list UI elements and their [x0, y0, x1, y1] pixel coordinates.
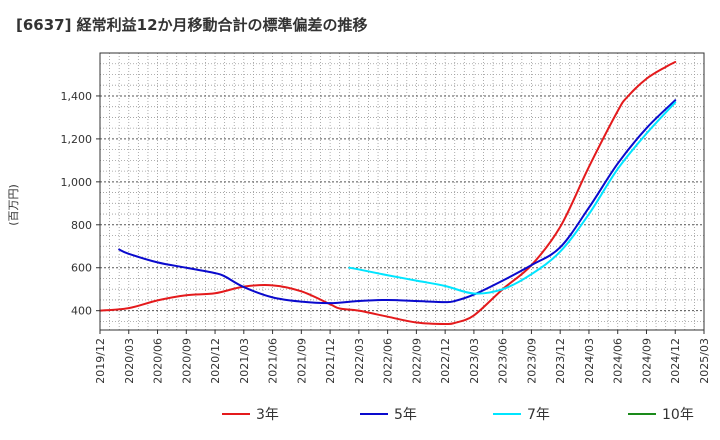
legend-label-2: 7年 — [527, 407, 550, 423]
x-tick-label: 2023/03 — [468, 338, 481, 384]
plot-border — [99, 52, 705, 331]
x-tick-label: 2021/12 — [324, 338, 337, 384]
legend-label-1: 5年 — [394, 407, 417, 423]
x-tick-label: 2023/12 — [554, 338, 567, 384]
x-tick-label: 2021/03 — [238, 338, 251, 384]
chart-title: [6637] 経常利益12か月移動合計の標準偏差の推移 — [16, 16, 368, 34]
x-axis-ticks: 2019/12 2020/03 2020/06 2020/09 2020/12 2021/… — [94, 330, 711, 384]
x-tick-label: 2020/03 — [123, 338, 136, 384]
x-tick-label: 2022/09 — [410, 338, 423, 384]
x-tick-label: 2023/06 — [497, 338, 510, 384]
y-tick-label: 800 — [71, 219, 92, 232]
plot-area — [100, 53, 704, 330]
x-tick-label: 2024/06 — [612, 338, 625, 384]
x-tick-label: 2022/12 — [439, 338, 452, 384]
y-tick-label: 1,400 — [61, 90, 93, 103]
grid-lines — [100, 53, 704, 330]
legend-label-0: 3年 — [256, 407, 279, 423]
y-axis-label: (百万円) — [7, 184, 20, 226]
x-tick-label: 2025/03 — [698, 338, 711, 384]
legend-label-3: 10年 — [662, 407, 694, 423]
x-tick-label: 2020/06 — [152, 338, 165, 384]
x-tick-label: 2021/06 — [267, 338, 280, 384]
x-tick-label: 2022/03 — [353, 338, 366, 384]
y-axis-ticks: 400 600 800 1,000 1,200 1,400 — [61, 90, 100, 318]
legend: 3年 5年 7年 10年 — [222, 407, 694, 423]
y-tick-label: 400 — [71, 305, 92, 318]
x-tick-label: 2023/09 — [525, 338, 538, 384]
y-tick-label: 1,000 — [61, 176, 93, 189]
y-tick-label: 600 — [71, 262, 92, 275]
x-tick-label: 2020/09 — [180, 338, 193, 384]
x-tick-label: 2020/12 — [209, 338, 222, 384]
series-lines — [99, 61, 677, 326]
series-line-1 — [118, 99, 677, 305]
x-tick-label: 2021/09 — [295, 338, 308, 384]
x-tick-label: 2022/06 — [382, 338, 395, 384]
x-tick-label: 2024/09 — [640, 338, 653, 384]
x-tick-label: 2024/03 — [583, 338, 596, 384]
series-line-0 — [99, 61, 677, 326]
y-tick-label: 1,200 — [61, 133, 93, 146]
series-line-2 — [348, 101, 677, 295]
x-tick-label: 2019/12 — [94, 338, 107, 384]
x-tick-label: 2024/12 — [669, 338, 682, 384]
